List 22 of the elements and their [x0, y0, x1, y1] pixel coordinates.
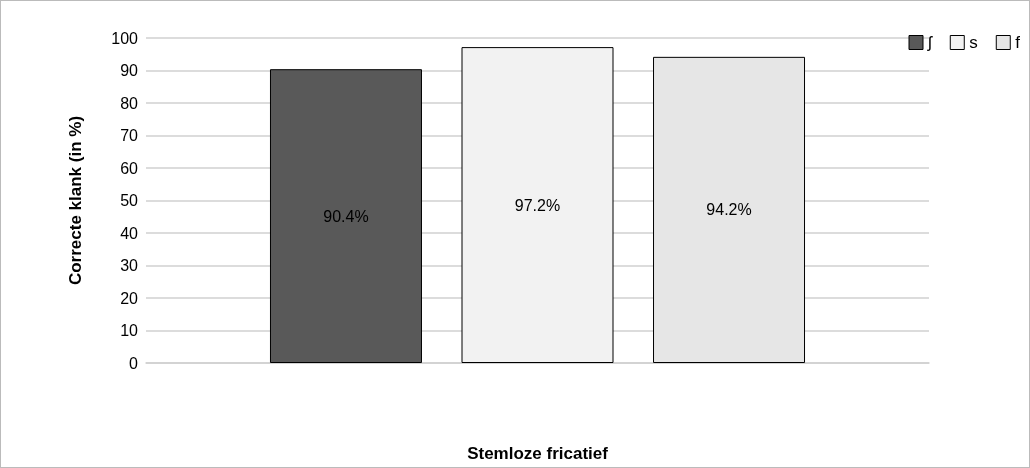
- y-tick-label: 30: [120, 257, 139, 274]
- data-label: 97.2%: [514, 196, 561, 214]
- bar: [653, 56, 806, 363]
- y-tick-label: 0: [129, 354, 139, 372]
- y-tick-label: 70: [120, 127, 139, 144]
- bar: [461, 47, 614, 363]
- legend-label: f: [1015, 33, 1021, 52]
- data-label: 90.4%: [323, 207, 369, 225]
- legend-label: ʃ: [927, 33, 933, 52]
- y-tick-label: 90: [120, 62, 139, 79]
- y-axis-title: Correcte klank (in %): [66, 115, 85, 286]
- y-tick-label: 10: [120, 322, 139, 339]
- x-axis-title: Stemloze fricatief: [467, 444, 609, 463]
- y-tick-label: 100: [111, 29, 139, 47]
- y-tick-label: 60: [120, 159, 139, 177]
- y-tick-label: 50: [120, 192, 139, 209]
- y-tick-label: 20: [120, 289, 139, 307]
- bar: [269, 69, 422, 363]
- legend-label: s: [969, 33, 978, 52]
- y-tick-label: 80: [120, 94, 139, 112]
- y-tick-label: 40: [120, 224, 139, 242]
- data-label: 94.2%: [706, 201, 752, 219]
